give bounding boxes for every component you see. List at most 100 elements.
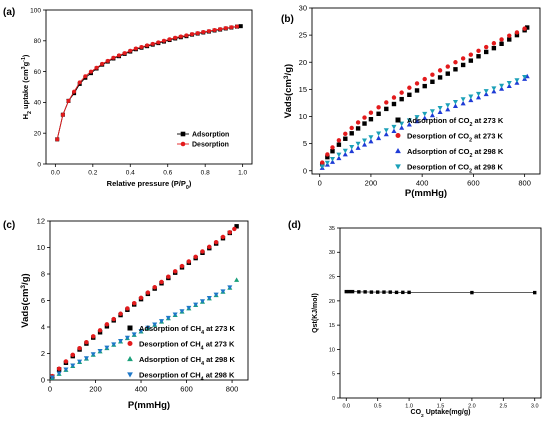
data-series <box>319 73 530 170</box>
data-point <box>475 91 482 97</box>
data-point <box>319 164 325 170</box>
legend-marker <box>127 372 133 378</box>
data-point <box>514 32 520 38</box>
data-point <box>77 359 83 365</box>
data-point <box>83 356 89 361</box>
data-point <box>460 62 466 68</box>
data-point <box>207 244 212 250</box>
data-point <box>200 249 205 254</box>
data-point <box>368 135 374 140</box>
data-point <box>506 83 512 88</box>
y-tick-label: 30 <box>299 4 307 13</box>
data-point <box>414 115 420 120</box>
data-point <box>376 131 382 136</box>
panel-label: (c) <box>3 220 15 231</box>
data-point <box>383 128 389 133</box>
data-point <box>369 290 374 294</box>
data-point <box>118 311 123 316</box>
data-point <box>362 115 367 120</box>
legend-marker <box>127 341 133 346</box>
data-point <box>384 100 389 105</box>
y-tick-label: 25 <box>299 31 307 40</box>
data-point <box>484 49 489 55</box>
x-tick-label: 800 <box>226 385 239 394</box>
data-point <box>357 290 361 294</box>
data-point <box>437 75 443 80</box>
y-tick-label: 6 <box>41 296 45 305</box>
data-point <box>349 125 354 131</box>
data-point <box>468 94 474 100</box>
data-point <box>422 111 428 117</box>
y-tick-label: 15 <box>329 323 335 329</box>
legend-label: Desorption of CH4 at 298 K <box>139 370 235 382</box>
data-point <box>100 61 105 66</box>
data-point <box>524 25 530 30</box>
x-tick-label: 0.0 <box>51 170 60 177</box>
plot-frame <box>311 7 541 175</box>
data-point <box>363 290 367 294</box>
data-point <box>220 234 226 240</box>
chart-panel: (d) 0.0 0.5 1.0 1.5 2.0 2.5 3.0 0 5 10 15 20 25 30 35 CO… <box>288 220 542 419</box>
data-point <box>84 340 89 345</box>
data-point <box>470 290 474 295</box>
legend-marker <box>395 117 401 123</box>
data-point <box>394 290 399 295</box>
data-point <box>193 254 198 259</box>
data-point <box>118 339 124 344</box>
data-point <box>206 29 211 34</box>
legend-label: Adsorption of CO2 at 298 K <box>407 147 504 159</box>
data-point <box>533 290 537 295</box>
data-point <box>212 28 217 33</box>
x-tick-label: 0.8 <box>201 170 210 177</box>
y-axis-title: H2 uptake (cm3g-1) <box>21 54 33 119</box>
data-point <box>384 106 389 112</box>
data-point <box>158 319 165 324</box>
data-point <box>407 85 412 90</box>
data-point <box>229 25 234 30</box>
data-point <box>453 60 458 65</box>
data-point <box>56 371 62 377</box>
data-point <box>491 86 497 91</box>
data-point <box>150 41 155 46</box>
panel-label: (d) <box>288 220 301 231</box>
legend-label: Adsorption of CO2 at 273 K <box>407 116 504 128</box>
legend-label: Adsorption <box>192 132 229 139</box>
data-point <box>350 289 355 294</box>
data-point <box>468 58 474 63</box>
legend-marker <box>127 356 133 362</box>
data-point <box>460 56 466 61</box>
y-tick-label: 10 <box>329 347 335 353</box>
data-point <box>468 52 474 57</box>
data-point <box>165 315 171 321</box>
y-tick-label: 60 <box>34 69 42 76</box>
legend-marker <box>395 133 401 138</box>
x-tick-label: 200 <box>89 385 102 394</box>
data-point <box>483 89 489 94</box>
data-series <box>320 26 527 165</box>
data-series <box>49 285 233 380</box>
data-point <box>347 289 352 294</box>
data-point <box>88 69 93 74</box>
plot-frame <box>339 227 542 399</box>
y-tick-label: 10 <box>299 112 307 121</box>
data-point <box>401 290 405 295</box>
data-point <box>376 111 381 116</box>
data-point <box>63 367 69 373</box>
data-point <box>407 92 412 97</box>
y-tick-label: 20 <box>299 58 307 67</box>
x-tick-label: 0.6 <box>163 170 172 177</box>
data-point <box>445 103 451 108</box>
legend-label: Desorption <box>192 142 229 149</box>
data-point <box>422 76 427 82</box>
data-point <box>437 109 443 115</box>
data-point <box>122 51 127 56</box>
legend-label: Adsorption of CH4 at 298 K <box>139 355 235 367</box>
y-axis-title: Vads(cm3/g) <box>20 273 32 327</box>
y-tick-label: 0 <box>303 166 307 175</box>
data-point <box>184 33 189 38</box>
y-tick-label: 2 <box>41 349 45 358</box>
series-line <box>346 291 535 293</box>
data-point <box>368 117 374 122</box>
y-tick-label: 35 <box>329 226 335 232</box>
y-tick-label: 0 <box>41 376 45 385</box>
